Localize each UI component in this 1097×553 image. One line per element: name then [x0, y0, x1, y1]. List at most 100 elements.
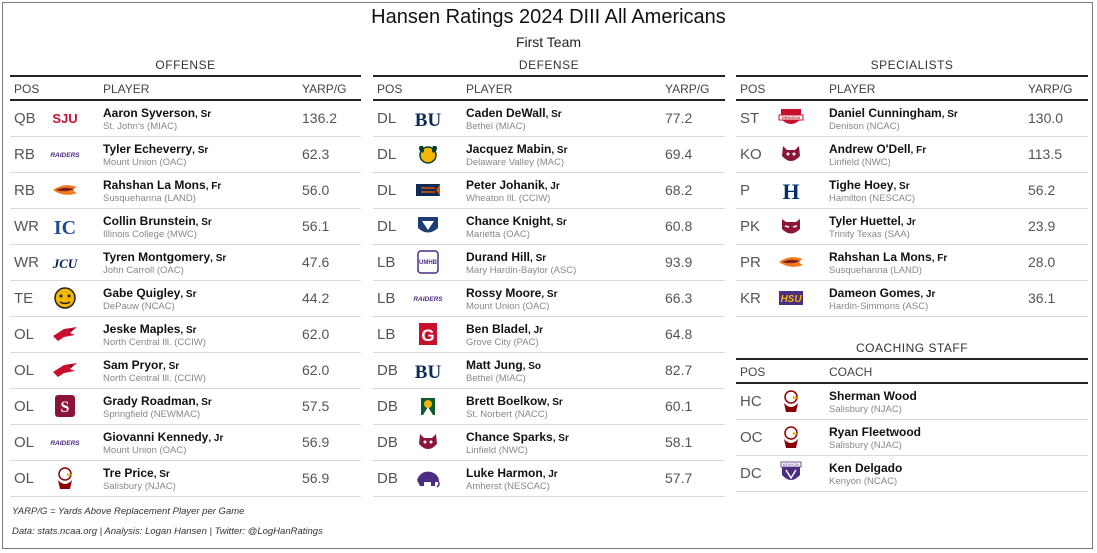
class-year: Sr [556, 145, 568, 156]
school-conference: DePauw (NCAC) [103, 301, 175, 312]
class-year: Fr [211, 181, 222, 192]
class-year: Sr [535, 253, 547, 264]
player-name: Rahshan La Mons, Fr [829, 250, 948, 264]
school-conference: Grove City (PAC) [466, 337, 539, 348]
wildcat-logo-icon [413, 430, 443, 454]
table-row: DB Brett Boelkow, Sr St. Norbert (NACC) 60.… [373, 389, 725, 425]
player-name: Tyren Montgomery, Sr [103, 250, 227, 264]
gull-logo-icon [776, 389, 806, 413]
svg-text:BU: BU [415, 362, 442, 382]
table-row: OC Ryan Fleetwood Salisbury (NJAC) [736, 420, 1088, 456]
coaching-staff-section: COACHING STAFF POS COACH HC Sherman Wood S… [736, 340, 1088, 492]
raiders-logo-icon: RAIDERS [50, 142, 80, 166]
header-yarp: YARP/G [665, 82, 710, 96]
player-name: Tighe Hoey, Sr [829, 178, 910, 192]
school-conference: North Central Ill. (CCIW) [103, 373, 206, 384]
position-label: DL [377, 218, 397, 235]
position-label: PK [740, 218, 761, 235]
school-conference: Mount Union (OAC) [103, 157, 187, 168]
jcu-logo-icon: JCU [50, 250, 80, 274]
snc-logo-icon [413, 394, 443, 418]
tiger-logo-icon [776, 214, 806, 238]
position-label: RB [14, 182, 35, 199]
player-name: Tre Price, Sr [103, 466, 170, 480]
yarp-value: 82.7 [665, 362, 693, 378]
school-conference: Mount Union (OAC) [103, 445, 187, 456]
class-year: Sr [200, 109, 212, 120]
svg-text:H: H [782, 179, 799, 202]
g-logo-icon: G [413, 322, 443, 346]
table-row: LB UMHB Durand Hill, Sr Mary Hardin-Baylor … [373, 245, 725, 281]
school-conference: Susquehanna (LAND) [829, 265, 922, 276]
class-year: Jr [550, 181, 560, 192]
svg-text:SJU: SJU [52, 111, 77, 126]
position-label: P [740, 182, 751, 199]
header-pos: POS [377, 82, 403, 96]
position-label: OL [14, 326, 35, 343]
table-row: RB RAIDERS Tyler Echeverry, Sr Mount Union … [10, 137, 361, 173]
hawk-logo-icon [50, 178, 80, 202]
yarp-value: 130.0 [1028, 110, 1064, 126]
class-year: Sr [201, 397, 212, 408]
table-header: POS PLAYER YARP/G [10, 75, 361, 101]
player-name: Tyler Echeverry, Sr [103, 142, 209, 156]
gull-logo-icon [776, 425, 806, 449]
school-conference: Linfield (NWC) [466, 445, 528, 456]
position-label: LB [377, 326, 396, 343]
position-label: DB [377, 434, 398, 451]
svg-text:HSU: HSU [780, 294, 802, 305]
yarp-value: 28.0 [1028, 254, 1056, 270]
position-label: DB [377, 398, 398, 415]
class-year: Jr [533, 325, 544, 336]
svg-text:JCU: JCU [52, 256, 78, 271]
springfield-logo-icon: S [50, 394, 80, 418]
class-year: Sr [899, 181, 910, 192]
header-yarp: YARP/G [302, 82, 347, 96]
table-row: TE Gabe Quigley, Sr DePauw (NCAC) 44.2 [10, 281, 361, 317]
position-label: DC [740, 465, 762, 482]
ic-logo-icon: IC [50, 214, 80, 239]
table-row: KO Andrew O'Dell, Fr Linfield (NWC) 113.5 [736, 137, 1088, 173]
class-year: Jr [925, 289, 936, 300]
yarp-value: 93.9 [665, 254, 693, 270]
school-conference: Amherst (NESCAC) [466, 481, 550, 492]
hawk-logo-icon [776, 250, 806, 274]
position-label: DL [377, 146, 397, 163]
table-header: POS PLAYER YARP/G [736, 75, 1088, 101]
player-name: Daniel Cunningham, Sr [829, 106, 958, 120]
table-row: KR HSU Dameon Gomes, Jr Hardin-Simmons (ASC… [736, 281, 1088, 317]
tigers-logo-icon [50, 286, 80, 310]
page-title: Hansen Ratings 2024 DIII All Americans [371, 6, 726, 28]
player-name: Rossy Moore, Sr [466, 286, 558, 300]
yarp-value: 62.3 [302, 146, 330, 162]
player-name: Jeske Maples, Sr [103, 322, 197, 336]
player-name: Chance Sparks, Sr [466, 430, 569, 444]
umhb-logo-icon: UMHB [413, 250, 443, 274]
ram-logo-icon [413, 142, 443, 166]
section-title: DEFENSE [518, 58, 580, 72]
yarp-definition: YARP/G = Yards Above Replacement Player … [12, 506, 245, 517]
yarp-value: 57.7 [665, 470, 693, 486]
school-conference: Denison (NCAC) [829, 121, 900, 132]
position-label: KR [740, 290, 761, 307]
sju-logo-icon: SJU [50, 106, 80, 130]
svg-text:S: S [61, 399, 70, 416]
school-conference: Springfield (NEWMAC) [103, 409, 201, 420]
table-row: DL Chance Knight, Sr Marietta (OAC) 60.8 [373, 209, 725, 245]
class-year: Sr [552, 397, 563, 408]
class-year: Sr [551, 109, 562, 120]
yarp-value: 57.5 [302, 398, 330, 414]
bu-logo-icon: BU [413, 106, 443, 131]
svg-text:G: G [421, 326, 434, 345]
school-conference: Bethel (MIAC) [466, 121, 526, 132]
position-label: ST [740, 110, 760, 127]
raiders-logo-icon: RAIDERS [413, 286, 443, 310]
page-subtitle: First Team [515, 34, 582, 50]
yarp-value: 56.2 [1028, 182, 1056, 198]
player-name: Giovanni Kennedy, Jr [103, 430, 224, 444]
player-name: Jacquez Mabin, Sr [466, 142, 568, 156]
section-title: COACHING STAFF [855, 341, 969, 355]
class-year: Sr [947, 109, 958, 120]
position-label: WR [14, 254, 39, 271]
yarp-value: 56.9 [302, 434, 330, 450]
